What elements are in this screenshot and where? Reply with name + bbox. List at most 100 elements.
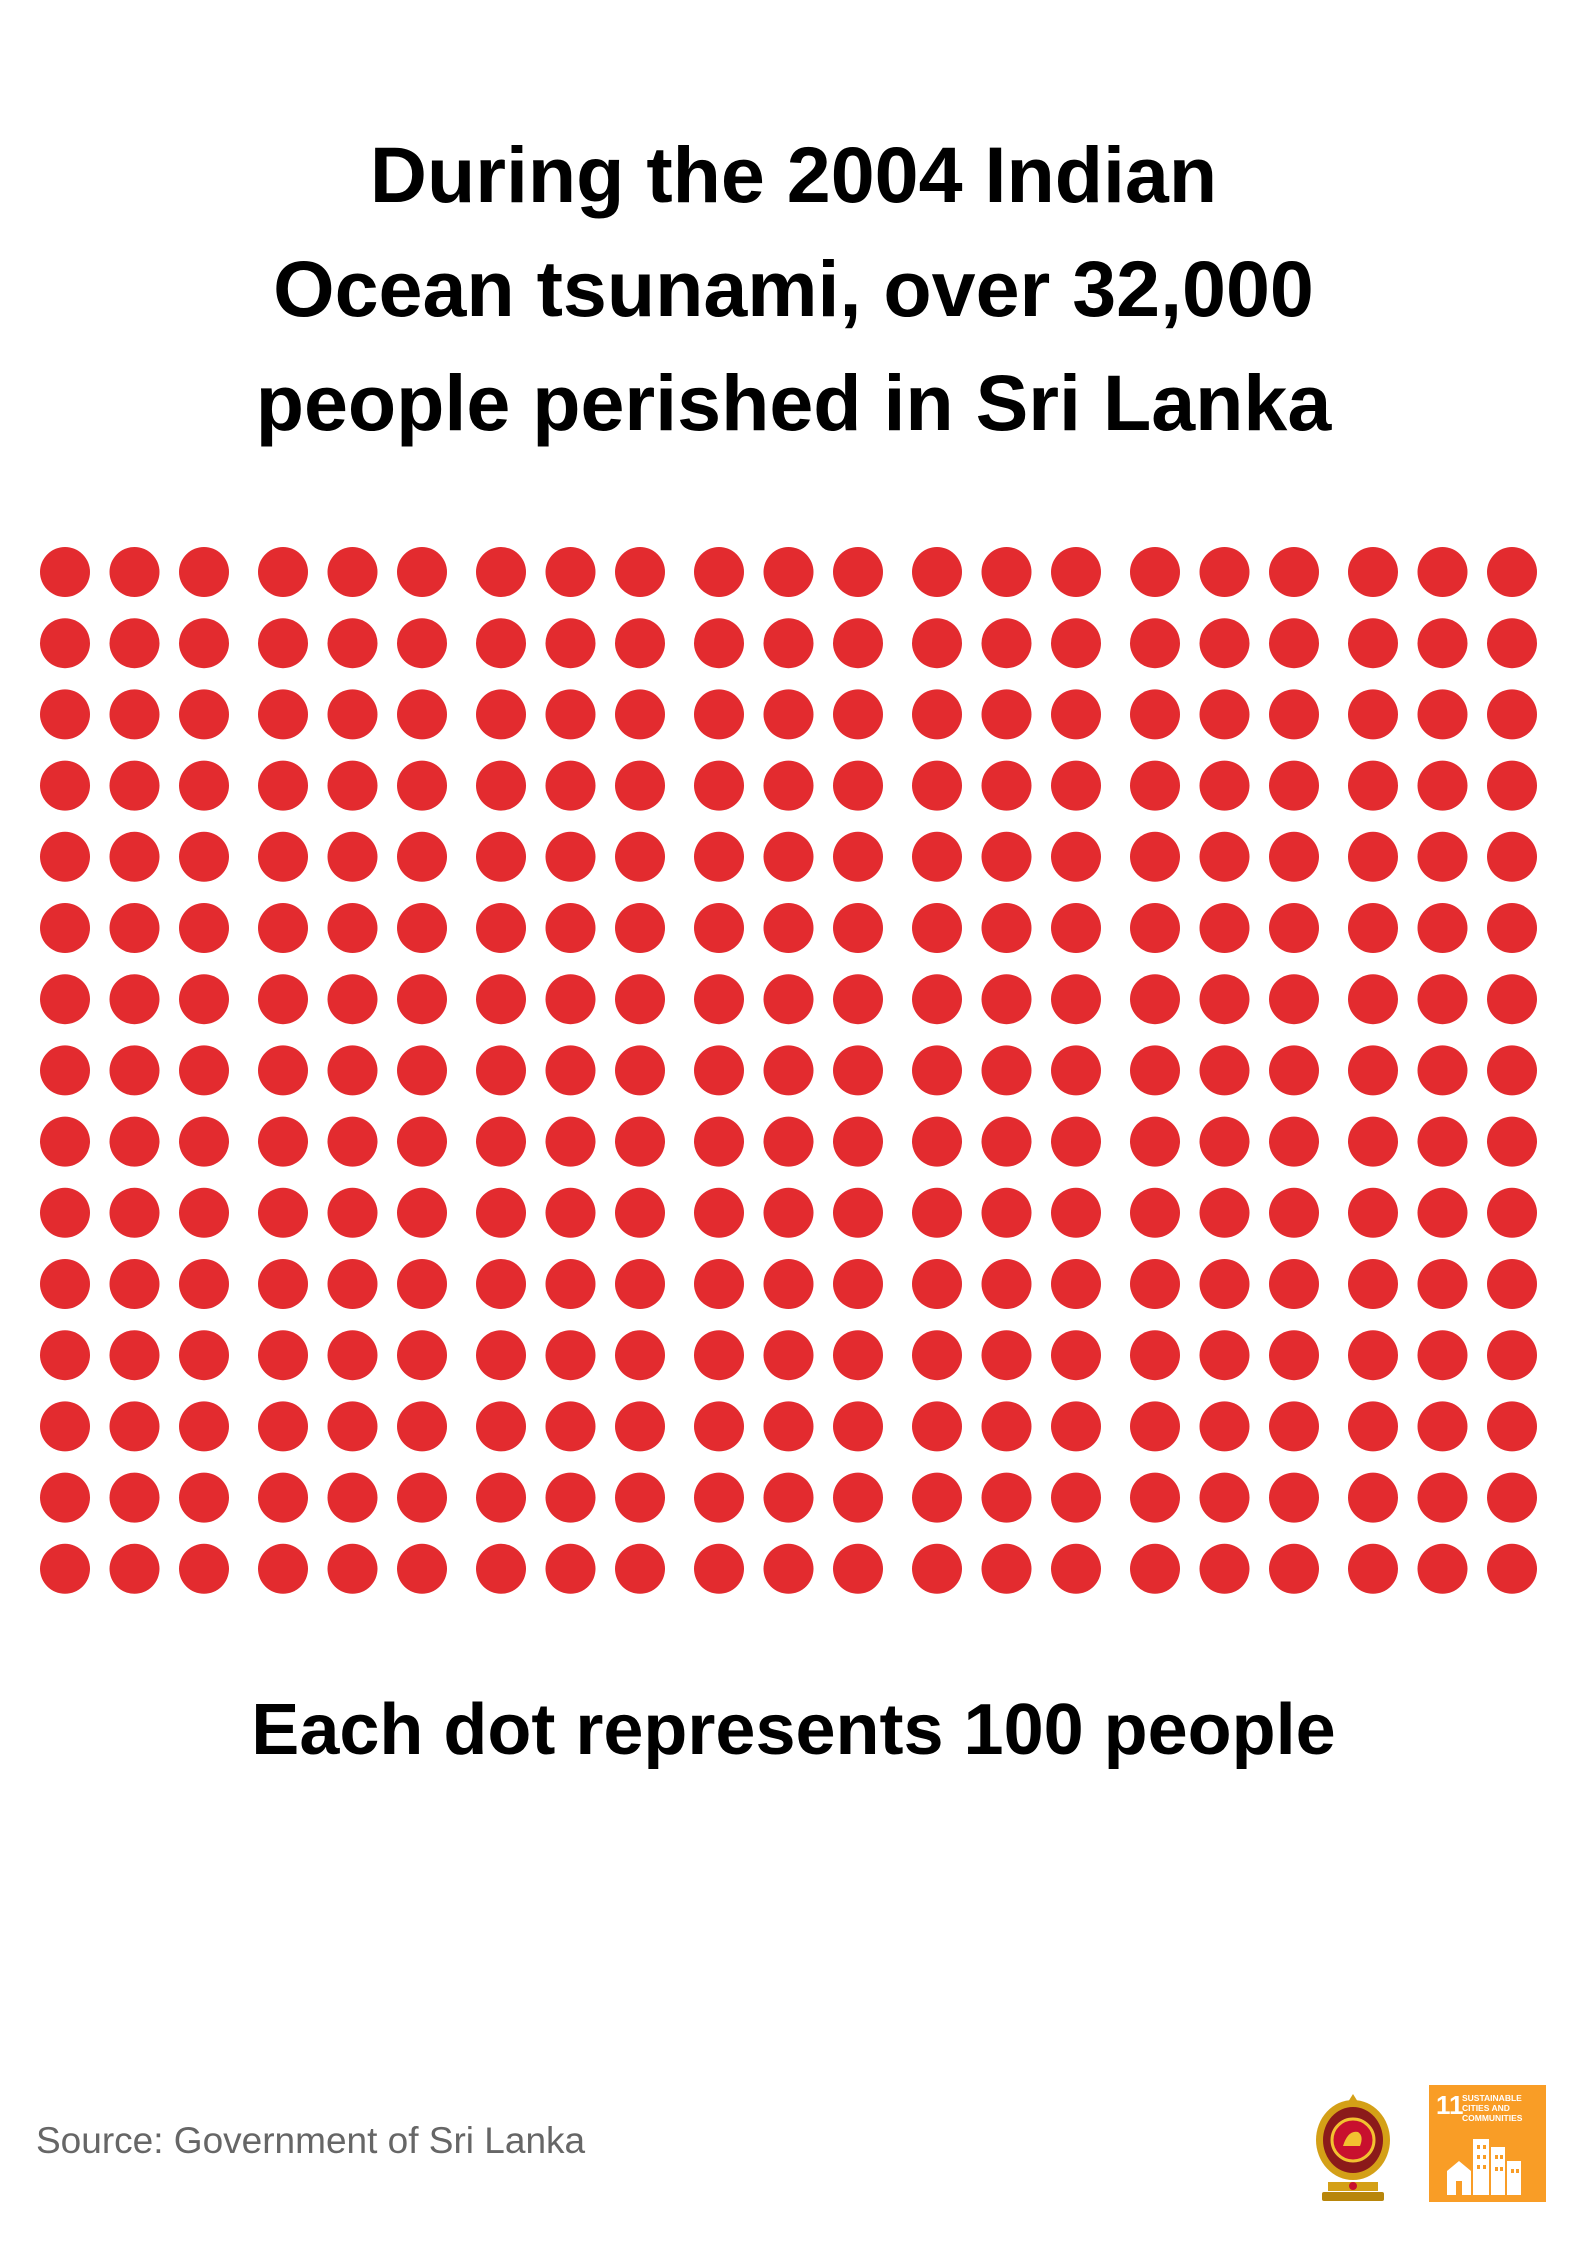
person-dot [1487,1330,1537,1381]
person-dot [615,1187,665,1238]
person-dot [109,1187,160,1238]
person-dot [40,974,90,1025]
person-dot [1417,1187,1468,1238]
person-dot [1130,618,1180,669]
person-dot [1199,1543,1250,1594]
person-dot [327,1187,378,1238]
person-dot [833,1045,883,1096]
person-dot [109,1045,160,1096]
person-dot [912,1472,962,1523]
person-dot [615,689,665,740]
person-dot [397,1401,447,1452]
person-dot [981,1045,1032,1096]
person-dot [981,1330,1032,1381]
person-dot [179,760,229,811]
person-dot [109,760,160,811]
person-dot [397,760,447,811]
person-dot [615,1472,665,1523]
person-dot [1487,1543,1537,1594]
person-dot [1051,1187,1101,1238]
person-dot [476,1472,526,1523]
person-dot [327,831,378,882]
person-dot [109,547,160,597]
person-dot [476,1187,526,1238]
person-dot [476,1543,526,1594]
person-dot [694,1543,744,1594]
person-dot [833,974,883,1025]
person-dot [1269,547,1319,597]
person-dot [40,1401,90,1452]
person-dot [833,831,883,882]
person-dot [1051,618,1101,669]
person-dot [40,1259,90,1309]
person-dot [1199,547,1250,597]
person-dot [1269,618,1319,669]
person-dot [912,1259,962,1309]
person-dot [1130,831,1180,882]
person-dot [258,1330,308,1381]
person-dot [763,1330,814,1381]
person-dot [109,689,160,740]
person-dot [258,903,308,953]
person-dot [1417,903,1468,953]
person-dot [1051,903,1101,953]
person-dot [694,974,744,1025]
person-dot [40,1187,90,1238]
person-dot [912,618,962,669]
person-dot [833,689,883,740]
person-dot [1417,1045,1468,1096]
person-dot [694,1187,744,1238]
person-dot [1269,1045,1319,1096]
person-dot [1487,760,1537,811]
person-dot [476,618,526,669]
person-dot [258,831,308,882]
person-dot [694,1259,744,1309]
person-dot [109,1472,160,1523]
person-dot [912,903,962,953]
person-dot [476,760,526,811]
person-dot [545,1543,596,1594]
person-dot [179,1045,229,1096]
person-dot [545,760,596,811]
person-dot [1051,1330,1101,1381]
person-dot [1199,689,1250,740]
person-dot [1199,831,1250,882]
person-dot [1487,1472,1537,1523]
person-dot [833,547,883,597]
person-dot [1348,547,1398,597]
person-dot [476,547,526,597]
person-dot [40,547,90,597]
person-dot [833,1543,883,1594]
person-dot [476,903,526,953]
person-dot [1487,1116,1537,1167]
person-dot [833,1259,883,1309]
person-dot [1348,1472,1398,1523]
person-dot [1269,1543,1319,1594]
city-buildings-icon [1447,2139,1521,2195]
person-dot [476,1259,526,1309]
person-dot [615,618,665,669]
person-dot [981,1543,1032,1594]
person-dot [981,1401,1032,1452]
person-dot [1051,1116,1101,1167]
person-dot [1199,1330,1250,1381]
person-dot [1348,1401,1398,1452]
headline: During the 2004 Indian Ocean tsunami, ov… [0,118,1587,460]
person-dot [1487,974,1537,1025]
person-dot [694,1330,744,1381]
person-dot [912,1045,962,1096]
person-dot [981,903,1032,953]
person-dot [1417,1472,1468,1523]
headline-line-2: Ocean tsunami, over 32,000 [273,244,1314,333]
person-dot [981,547,1032,597]
person-dot [179,1116,229,1167]
person-dot [179,1330,229,1381]
person-dot [1348,1045,1398,1096]
person-dot [258,1187,308,1238]
person-dot [1348,760,1398,811]
person-dot [476,689,526,740]
person-dot [258,760,308,811]
person-dot [1199,1116,1250,1167]
person-dot [109,618,160,669]
person-dot [327,1401,378,1452]
